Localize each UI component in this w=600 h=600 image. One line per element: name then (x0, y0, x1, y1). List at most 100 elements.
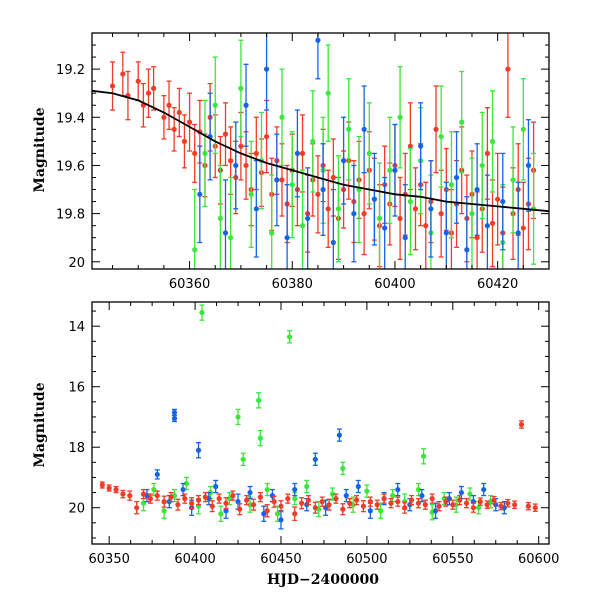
data-point-blue (382, 225, 388, 231)
data-point-red (520, 225, 526, 231)
plot-area (92, 33, 549, 269)
data-point-green (479, 162, 485, 169)
data-point-green (520, 126, 526, 132)
plot-frame (91, 301, 550, 545)
data-point-red (299, 150, 306, 157)
x-tick-label: 60420 (477, 277, 518, 292)
y-tick-label: 18 (68, 441, 85, 456)
data-point-red (181, 138, 188, 144)
data-point-blue (484, 223, 490, 229)
data-point-green (256, 397, 262, 403)
data-point-blue (458, 489, 464, 496)
data-point-green (415, 486, 422, 493)
data-point-green (335, 206, 342, 212)
data-point-green (238, 85, 244, 91)
data-point-blue (294, 150, 300, 157)
data-point-red (525, 503, 531, 509)
data-point-green (240, 456, 246, 462)
series-green (140, 304, 494, 522)
y-tick-label: 20 (68, 502, 85, 517)
data-point-blue (235, 499, 241, 505)
data-point-blue (315, 37, 321, 43)
data-point-red (498, 503, 504, 509)
data-point-red (135, 78, 141, 84)
data-point-red (151, 85, 157, 91)
data-point-red (326, 502, 332, 508)
data-point-red (223, 500, 229, 506)
data-point-red (195, 497, 202, 503)
data-point-blue (197, 191, 203, 197)
data-point-blue (223, 508, 229, 514)
bottom-panel: 60350 60400 60450 60500 60550 60600 14 16 18 20 (68, 301, 559, 567)
data-point-red (408, 497, 415, 503)
data-point-red (271, 499, 277, 505)
x-tick-label: 60380 (272, 277, 313, 292)
data-point-blue (402, 235, 408, 241)
data-point-blue (320, 186, 326, 193)
data-point-red (491, 497, 497, 503)
data-point-green (469, 211, 475, 217)
data-point-red (330, 174, 336, 181)
data-point-blue (343, 493, 349, 499)
data-point-green (248, 191, 254, 197)
data-point-red (237, 506, 243, 512)
data-point-red (381, 496, 387, 502)
series-blue (144, 408, 507, 530)
data-point-green (264, 486, 270, 493)
data-point-red (154, 493, 160, 499)
data-point-blue (274, 177, 280, 183)
data-point-red (222, 131, 229, 137)
data-point-blue (428, 206, 434, 212)
data-point-red (518, 421, 525, 428)
data-point-red (228, 158, 234, 164)
data-point-red (202, 494, 208, 500)
data-point-red (477, 499, 483, 505)
data-point-red (189, 500, 195, 506)
data-point-red (374, 502, 380, 508)
data-point-blue (395, 486, 401, 493)
data-point-red (463, 500, 470, 506)
data-point-red (360, 503, 367, 509)
data-point-green (489, 138, 496, 144)
fit-curve (92, 89, 549, 213)
data-point-red (278, 503, 284, 509)
data-point-red (257, 494, 263, 500)
data-point-red (186, 119, 193, 125)
y-tick-label: 19.6 (56, 159, 85, 174)
ticks (92, 302, 549, 544)
data-point-red (429, 496, 435, 502)
data-point-red (512, 502, 518, 508)
data-point-blue (213, 483, 219, 490)
data-point-green (279, 114, 285, 120)
data-point-blue (443, 230, 449, 236)
ticks (92, 32, 550, 269)
data-point-blue (243, 102, 249, 108)
data-point-green (366, 150, 372, 157)
data-point-blue (171, 409, 178, 416)
data-point-red (388, 500, 394, 506)
bottom-x-axis-title: HJD−2400000 (267, 572, 379, 588)
data-point-green (397, 114, 403, 120)
data-point-red (238, 143, 244, 149)
y-tick-label: 19.2 (56, 63, 85, 78)
data-point-blue (154, 471, 160, 478)
data-point-green (420, 453, 427, 459)
data-point-green (299, 223, 306, 229)
data-point-blue (180, 486, 186, 493)
bottom-y-axis-title: Magnitude (32, 382, 48, 467)
data-point-red (106, 485, 112, 491)
data-point-green (218, 511, 224, 517)
data-point-red (395, 499, 401, 505)
data-point-green (438, 133, 444, 140)
data-point-green (346, 126, 352, 132)
series-red (99, 420, 538, 522)
data-point-red (99, 482, 105, 488)
data-point-blue (419, 493, 425, 499)
top-panel: 60360 60380 60400 60420 19.2 19.4 19.6 19.8 20 (56, 32, 550, 292)
data-point-green (304, 483, 310, 490)
y-tick-label: 14 (68, 320, 85, 335)
data-point-red (263, 133, 270, 140)
data-point-green (510, 177, 516, 183)
data-point-blue (355, 483, 361, 490)
